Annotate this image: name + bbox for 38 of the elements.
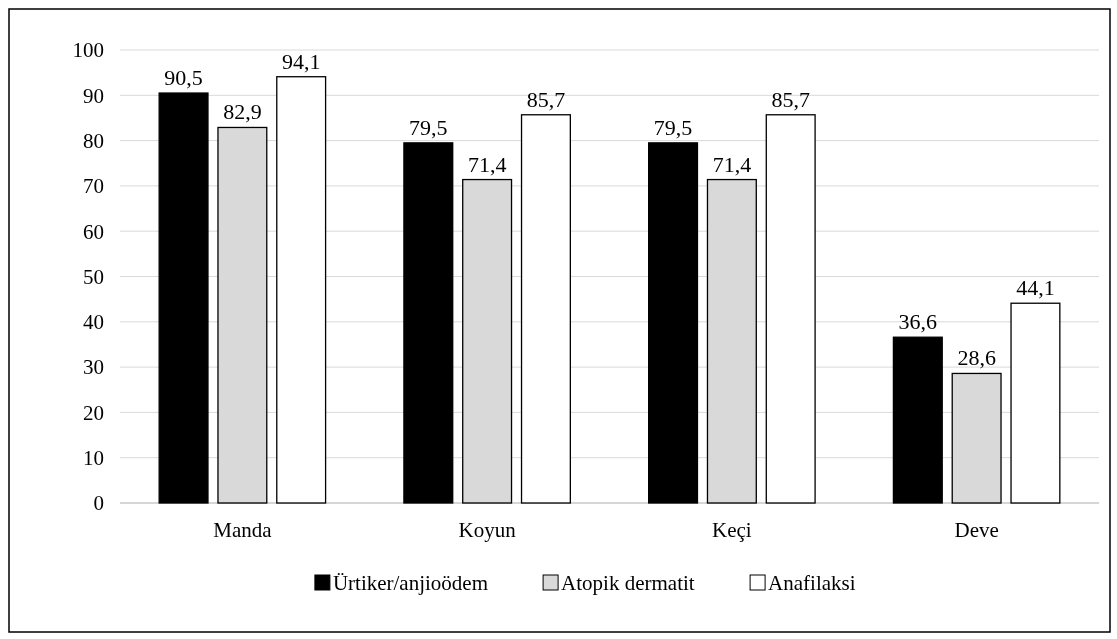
bar xyxy=(892,336,943,504)
y-tick-label: 90 xyxy=(83,83,104,108)
y-tick-label: 70 xyxy=(83,174,104,199)
y-tick-label: 100 xyxy=(72,38,104,63)
x-tick-label: Keçi xyxy=(712,518,752,542)
data-label: 90,5 xyxy=(164,65,203,91)
data-label: 82,9 xyxy=(223,99,262,125)
data-label: 44,1 xyxy=(1016,275,1055,301)
y-tick-label: 0 xyxy=(93,491,104,516)
bar xyxy=(520,114,571,504)
y-tick-label: 60 xyxy=(83,219,104,244)
data-label: 94,1 xyxy=(281,48,321,74)
y-tick-label: 80 xyxy=(83,128,104,153)
x-tick-label: Koyun xyxy=(458,518,517,542)
y-tick-label: 50 xyxy=(83,264,104,289)
bar xyxy=(276,76,327,504)
legend-label: Ürtiker/anjioödem xyxy=(332,571,489,596)
data-label: 79,5 xyxy=(409,114,448,140)
data-label: 71,4 xyxy=(712,151,752,177)
bar xyxy=(1010,302,1061,504)
x-tick-label: Deve xyxy=(954,518,999,542)
data-label: 28,6 xyxy=(957,345,996,371)
data-label: 71,4 xyxy=(467,151,507,177)
bar xyxy=(648,142,699,504)
legend-label: Atopik dermatit xyxy=(561,571,695,596)
y-tick-label: 20 xyxy=(83,400,104,425)
y-tick-label: 30 xyxy=(83,355,104,380)
data-label: 79,5 xyxy=(653,114,693,140)
legend-label: Anafilaksi xyxy=(768,571,856,596)
y-tick-label: 10 xyxy=(83,446,104,471)
bar xyxy=(403,142,454,504)
y-tick-label: 40 xyxy=(83,310,104,335)
data-label: 36,6 xyxy=(898,309,938,335)
bar xyxy=(765,114,816,504)
x-tick-label: Manda xyxy=(213,518,273,542)
data-label: 85,7 xyxy=(771,86,810,112)
bar xyxy=(158,92,209,504)
data-label: 85,7 xyxy=(526,86,566,112)
